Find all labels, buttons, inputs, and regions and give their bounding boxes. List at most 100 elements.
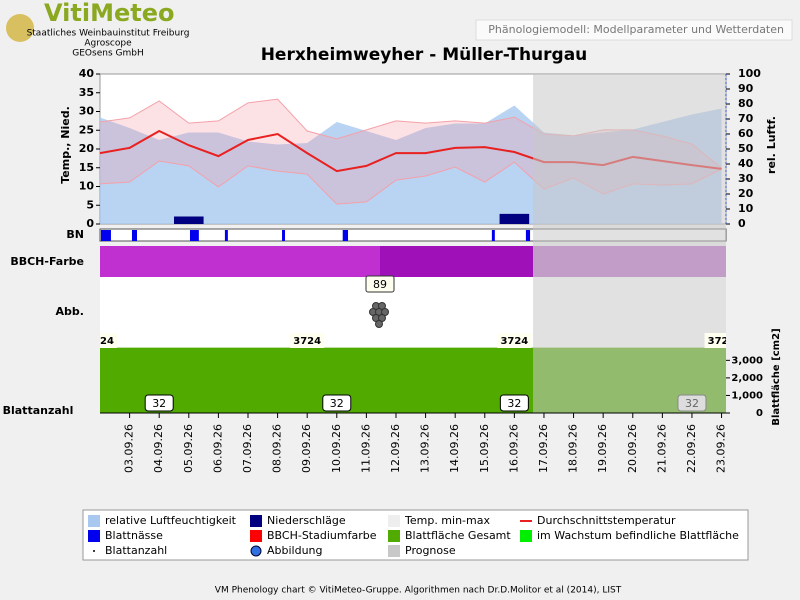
x-tick-label: 11.09.26 xyxy=(359,424,372,473)
bn-label: BN xyxy=(66,228,84,241)
bbch-label: BBCH-Farbe xyxy=(10,255,84,268)
tab-label[interactable]: Phänologiemodell: Modellparameter und We… xyxy=(488,23,784,36)
x-tick-label: 23.09.26 xyxy=(715,424,728,473)
x-tick-label: 14.09.26 xyxy=(448,424,461,473)
logo: VitiMeteo xyxy=(44,0,174,27)
y2-tick-label: 70 xyxy=(738,112,754,125)
legend-label: BBCH-Stadiumfarbe xyxy=(267,529,377,542)
legend-swatch xyxy=(88,515,100,527)
x-tick-label: 18.09.26 xyxy=(567,424,580,473)
y-tick-label: 15 xyxy=(79,161,94,174)
chart-title: Herxheimweyher - Müller-Thurgau xyxy=(261,45,588,65)
y-tick-label: 10 xyxy=(79,180,95,193)
logo-grapes xyxy=(6,14,34,42)
leaf-count-value: 32 xyxy=(152,397,166,410)
y-tick-label: 20 xyxy=(79,142,95,155)
legend-swatch xyxy=(250,545,262,557)
y-tick-label: 35 xyxy=(79,86,94,99)
legend-swatch xyxy=(388,545,400,557)
y2-tick-label: 10 xyxy=(738,202,754,215)
x-tick-label: 10.09.26 xyxy=(330,424,343,473)
tab[interactable] xyxy=(475,19,793,41)
bbch-stage-box xyxy=(365,275,395,293)
legend-swatch xyxy=(388,515,400,527)
y2-axis-label: rel. Luftf. xyxy=(765,116,778,174)
y-tick-label: 40 xyxy=(79,67,95,80)
legend-items: relative Luftfeuchtigkeit Niederschläge Te… xyxy=(88,514,739,557)
leaf-area-value: 3724 xyxy=(293,336,321,347)
leaf-count-value: 32 xyxy=(507,397,521,410)
x-tick-label: 19.09.26 xyxy=(596,424,609,473)
y-axis-label: Temp., Nied. xyxy=(59,106,72,184)
org: Agroscope xyxy=(84,39,132,49)
legend-label: Temp. min-max xyxy=(404,514,490,527)
legend-label: Blattanzahl xyxy=(105,544,167,557)
leaf-area-tick-label: 0 xyxy=(756,408,763,419)
x-tick-label: 09.09.26 xyxy=(300,424,313,473)
legend-swatch xyxy=(93,550,95,552)
abb-label: Abb. xyxy=(56,305,84,318)
leaf-count-label: Blattanzahl xyxy=(3,404,74,417)
x-tick-label: 22.09.26 xyxy=(685,424,698,473)
grape xyxy=(374,320,383,328)
leaf-wetness xyxy=(131,230,137,241)
leaf-count-box xyxy=(322,394,352,412)
y-tick-label: 25 xyxy=(79,123,94,136)
legend-swatch xyxy=(520,530,532,542)
legend-label: Durchschnittstemperatur xyxy=(537,514,676,527)
precip-bar xyxy=(173,216,204,224)
leaf-count-box xyxy=(677,394,707,412)
bbch-segment xyxy=(379,246,534,277)
leaf-wetness xyxy=(342,230,349,241)
legend xyxy=(82,509,749,561)
leaf-wetness xyxy=(525,230,531,241)
y-tick-label: 0 xyxy=(86,217,94,230)
leaf-area-tick-label: 2,000 xyxy=(731,373,763,384)
x-tick-label: 07.09.26 xyxy=(241,424,254,473)
legend-label: im Wachstum befindliche Blattfläche xyxy=(537,529,739,542)
org: Staatliches Weinbauinstitut Freiburg xyxy=(27,29,190,39)
y2-tick-label: 90 xyxy=(738,82,754,95)
leaf-area-label: Blattfläche [cm2] xyxy=(771,328,782,425)
y2-tick-label: 50 xyxy=(738,142,754,155)
leaf-area-label-box xyxy=(704,333,726,348)
labels: 3724 3724 3724 3724 32 32 32 32 xyxy=(86,333,726,412)
y-tick-label: 5 xyxy=(86,198,94,211)
y-tick-label: 30 xyxy=(79,105,95,118)
footer: VM Phenology chart © VitiMeteo-Gruppe. A… xyxy=(215,586,622,596)
y2-tick-label: 0 xyxy=(738,217,746,230)
leaf-area-label-box xyxy=(497,333,532,348)
leaf-area-value: 3724 xyxy=(86,336,114,347)
x-tick-label: 06.09.26 xyxy=(211,424,224,473)
x-tick-label: 05.09.26 xyxy=(182,424,195,473)
y2-tick-label: 60 xyxy=(738,127,754,140)
leaf-area-tick-label: 3,000 xyxy=(731,355,763,366)
leaf-count-box xyxy=(144,394,174,412)
leaf-wetness xyxy=(100,230,111,241)
leaf-count-value: 32 xyxy=(685,397,699,410)
legend-swatch xyxy=(388,530,400,542)
legend-label: Blattnässe xyxy=(105,529,163,542)
leaf-count-box xyxy=(499,394,529,412)
leaf-wetness xyxy=(224,230,228,241)
x-tick-label: 20.09.26 xyxy=(626,424,639,473)
bbch-stage: 89 xyxy=(373,278,387,291)
y2-tick-label: 80 xyxy=(738,97,754,110)
leaf-area-tick-label: 1,000 xyxy=(731,390,763,401)
leaf-area-label-box xyxy=(100,333,117,348)
y2-tick-label: 30 xyxy=(738,172,754,185)
y2-tick-label: 100 xyxy=(738,67,761,80)
legend-swatch xyxy=(250,515,262,527)
leaf-area-value: 3724 xyxy=(500,336,528,347)
y2-tick-label: 40 xyxy=(738,157,754,170)
forecast xyxy=(533,74,726,413)
y2-tick-label: 20 xyxy=(738,187,754,200)
legend-label: Blattfläche Gesamt xyxy=(405,529,511,542)
legend-label: Prognose xyxy=(405,544,456,557)
leaf-count-value: 32 xyxy=(330,397,344,410)
x-tick-label: 17.09.26 xyxy=(537,424,550,473)
leaf-area-label-box xyxy=(290,333,325,348)
precip-bar xyxy=(499,213,530,224)
leaf-wetness xyxy=(491,230,495,241)
